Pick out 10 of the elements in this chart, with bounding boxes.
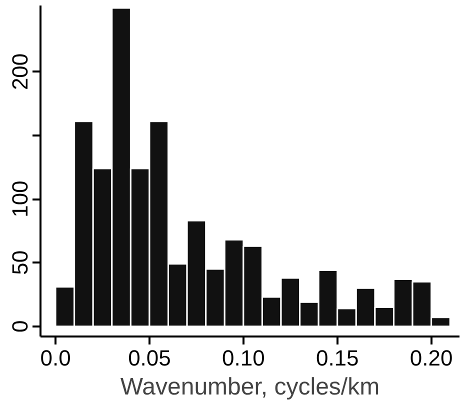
- y-tick-label: 50: [8, 250, 32, 275]
- x-tick-label: 0.0: [40, 346, 71, 370]
- x-tick-label: 0.15: [316, 346, 359, 370]
- x-axis-title: Wavenumber, cycles/km: [120, 374, 380, 400]
- y-tick-label: 200: [8, 53, 32, 90]
- x-tick-label: 0.20: [410, 346, 453, 370]
- y-tick-label: 0: [8, 320, 32, 332]
- x-tick-label: 0.10: [222, 346, 265, 370]
- x-tick-label: 0.05: [128, 346, 171, 370]
- y-tick-label: 100: [8, 180, 32, 218]
